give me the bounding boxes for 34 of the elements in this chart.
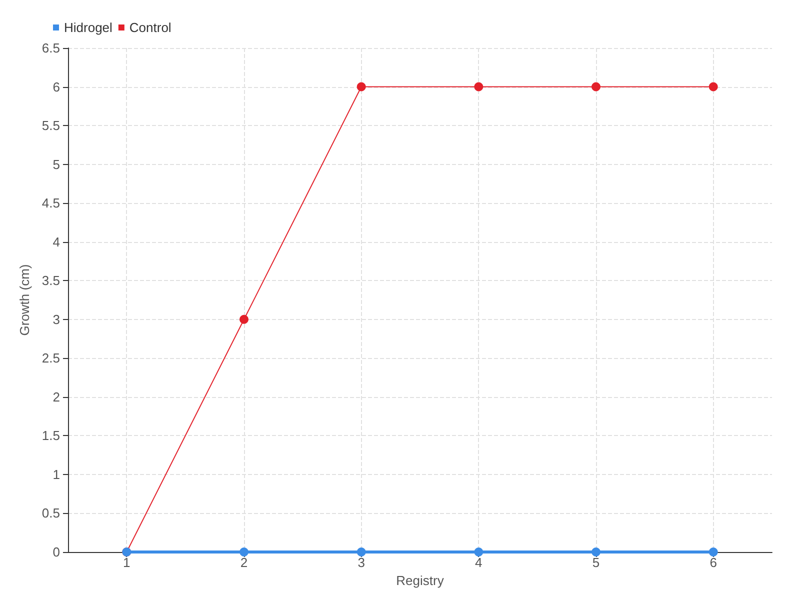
- y-tick-label: 2: [52, 389, 60, 404]
- y-tick-label: 2.5: [42, 350, 60, 366]
- x-tick-label: 6: [710, 555, 717, 570]
- y-tick-label: 0.5: [42, 506, 60, 521]
- point: [592, 548, 600, 556]
- y-tick-label: 1.5: [42, 428, 60, 444]
- point: [708, 548, 718, 556]
- y-tick-label: 1: [52, 466, 60, 482]
- legend-label: Control: [129, 20, 172, 35]
- point: [356, 82, 366, 92]
- y-tick-label: 5: [52, 156, 60, 172]
- x-tick-label: 2: [240, 555, 248, 570]
- point: [356, 548, 366, 556]
- point: [708, 82, 718, 92]
- y-tick-label: 0: [52, 544, 60, 560]
- point: [240, 548, 248, 556]
- y-tick-label: 3.5: [42, 273, 60, 288]
- y-tick-label: 6.5: [42, 40, 60, 56]
- y-tick-label: 4.5: [42, 196, 60, 211]
- legend-label: Hidrogel: [64, 20, 113, 35]
- y-tick-label: 4: [52, 234, 60, 250]
- y-tick-label: 5.5: [42, 118, 60, 134]
- y-axis-title: Growth (cm): [17, 264, 32, 336]
- x-tick-label: 1: [123, 555, 130, 570]
- x-tick-label: 3: [358, 555, 365, 570]
- point: [240, 314, 248, 324]
- x-tick-label: 4: [475, 555, 482, 570]
- x-tick-label: 5: [592, 555, 600, 570]
- point: [474, 82, 484, 92]
- y-tick-label: 6: [52, 79, 60, 94]
- point: [474, 548, 484, 556]
- x-axis-title: Registry: [396, 572, 444, 588]
- point: [592, 82, 600, 92]
- y-tick-label: 3: [52, 312, 60, 327]
